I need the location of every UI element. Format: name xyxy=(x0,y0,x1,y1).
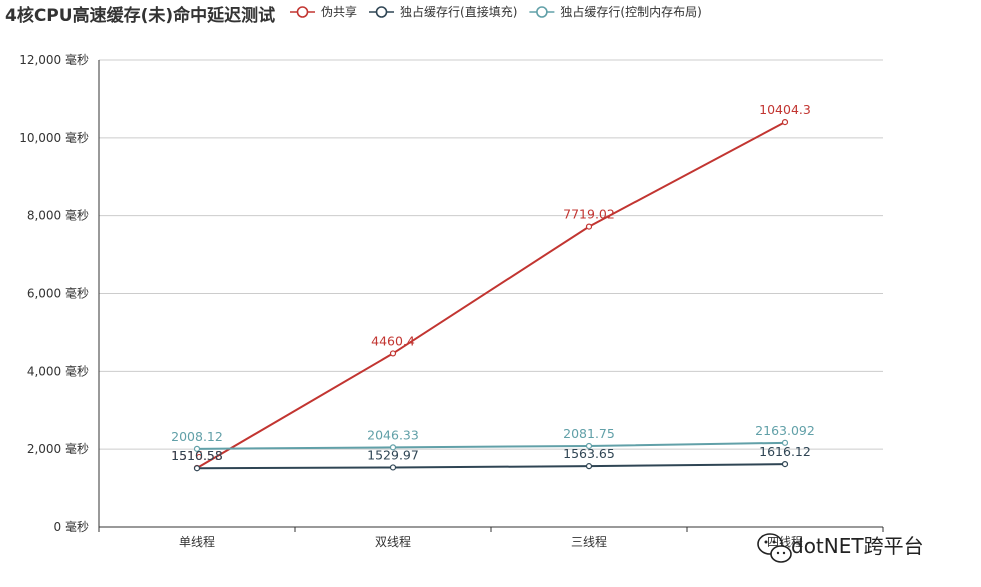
data-point xyxy=(193,465,201,472)
data-label: 1563.65 xyxy=(563,446,615,461)
data-point xyxy=(389,444,397,451)
data-label: 7719.02 xyxy=(563,207,615,222)
grid-lines xyxy=(99,59,883,450)
axes: 0 毫秒 2,000 毫秒 4,000 毫秒 6,000 毫秒 8,000 毫秒 10,0… xyxy=(19,52,884,549)
data-label: 1516.53 xyxy=(171,448,223,463)
legend-item[interactable]: 独占缓存行(直接填充) xyxy=(369,4,517,19)
data-label: 10404.3 xyxy=(759,102,811,117)
series-line xyxy=(196,121,786,469)
data-point xyxy=(585,463,593,470)
data-label: 1616.12 xyxy=(759,444,811,459)
x-tick-label: 四线程 xyxy=(767,534,803,549)
y-tick-label: 2,000 毫秒 xyxy=(27,441,89,456)
data-point xyxy=(781,439,789,446)
watermark-text: dotNET跨平台 xyxy=(791,534,924,558)
data-label: 2163.092 xyxy=(755,423,815,438)
data-label: 2081.75 xyxy=(563,426,615,441)
data-label: 1529.97 xyxy=(367,447,419,462)
y-tick-label: 4,000 毫秒 xyxy=(27,363,89,378)
data-point xyxy=(389,464,397,471)
chart-legend: 伪共享 独占缓存行(直接填充) 独占缓存行(控制内存布局) xyxy=(290,4,702,19)
series-line xyxy=(196,463,786,470)
y-tick-label: 8,000 毫秒 xyxy=(27,208,89,223)
data-point xyxy=(389,350,397,357)
legend-item[interactable]: 独占缓存行(控制内存布局) xyxy=(529,4,702,19)
legend-marker-icon xyxy=(536,6,548,18)
y-tick-label: 10,000 毫秒 xyxy=(19,130,89,145)
wechat-icon xyxy=(757,533,792,563)
series-line xyxy=(196,441,786,450)
watermark: dotNET跨平台 xyxy=(757,533,924,563)
data-point xyxy=(585,223,593,230)
y-tick-label: 0 毫秒 xyxy=(54,519,89,534)
x-tick-label: 双线程 xyxy=(375,534,411,549)
data-label: 4460.4 xyxy=(371,333,415,348)
legend-marker-icon xyxy=(296,6,309,18)
legend-label: 伪共享 xyxy=(321,4,357,19)
y-tick-label: 12,000 毫秒 xyxy=(19,52,89,67)
x-tick-label: 三线程 xyxy=(571,534,607,549)
data-point xyxy=(585,442,593,450)
data-point xyxy=(781,118,789,126)
series-group xyxy=(193,118,789,472)
data-label: 2046.33 xyxy=(367,427,419,442)
data-point xyxy=(193,445,201,452)
data-point xyxy=(781,461,789,468)
data-label: 2008.12 xyxy=(171,429,223,444)
legend-label: 独占缓存行(直接填充) xyxy=(400,4,517,19)
y-tick-label: 6,000 毫秒 xyxy=(27,286,89,301)
data-labels-group: 1516.53 4460.4 7719.02 10404.3 1510.58 1529.9… xyxy=(171,102,815,463)
legend-label: 独占缓存行(控制内存布局) xyxy=(560,4,701,19)
data-label: 1510.58 xyxy=(171,448,223,463)
x-tick-label: 单线程 xyxy=(179,534,215,549)
legend-marker-icon xyxy=(375,6,388,18)
legend-item[interactable]: 伪共享 xyxy=(290,4,357,19)
chart-title: 4核CPU高速缓存(未)命中延迟测试 xyxy=(5,5,275,26)
